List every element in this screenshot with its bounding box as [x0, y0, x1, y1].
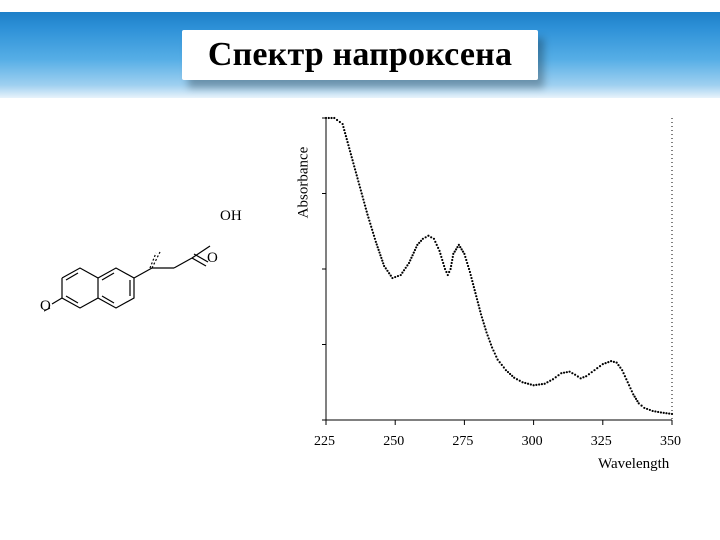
x-tick-label: 225	[314, 434, 335, 450]
y-axis-label: Absorbance	[295, 147, 312, 219]
hydroxyl-label: OH	[220, 208, 242, 225]
slide-title: Спектр напроксена	[208, 36, 512, 73]
title-box: Спектр напроксена	[182, 30, 538, 80]
carbonyl-label: O	[207, 250, 218, 267]
x-tick-label: 250	[383, 434, 404, 450]
slide: Спектр напроксена	[0, 0, 720, 540]
x-axis-label: Wavelength	[598, 456, 669, 473]
spectrum-svg	[298, 112, 688, 476]
x-tick-label: 300	[522, 434, 543, 450]
molecule-structure: OH O O	[44, 206, 274, 326]
content-area: OH O O Absorbance Wavelength 225 250 275 30…	[0, 110, 720, 490]
x-tick-label: 275	[452, 434, 473, 450]
methoxy-label: O	[40, 298, 51, 315]
x-tick-label: 325	[591, 434, 612, 450]
title-banner: Спектр напроксена	[0, 12, 720, 98]
x-tick-label: 350	[660, 434, 681, 450]
uv-spectrum-chart: Absorbance Wavelength 225 250 275 300 325 350	[298, 112, 688, 476]
